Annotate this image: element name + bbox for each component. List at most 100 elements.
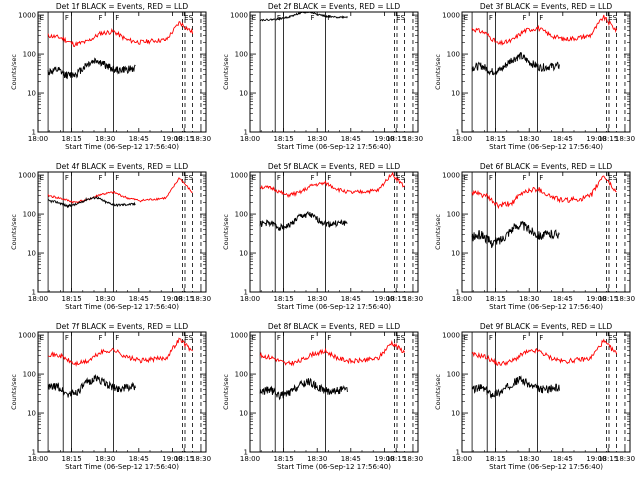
y-tick-label: 10 (451, 90, 460, 98)
y-axis-label: Counts/sec (10, 214, 18, 250)
flag-annotation: F (98, 174, 102, 182)
flag-annotation: E (464, 334, 468, 342)
y-tick-label: 100 (447, 371, 460, 379)
flag-annotation: F (489, 174, 493, 182)
series-red-lld (259, 172, 405, 199)
flag-annotation: F (489, 334, 493, 342)
x-tick-label: 18:45 (129, 455, 149, 463)
x-tick-label: 18:15 (62, 295, 82, 303)
y-axis-label: Counts/sec (434, 214, 442, 250)
x-axis-label: Start Time (06-Sep-12 17:56:40) (489, 303, 603, 311)
x-tick-label: 18:30 (403, 135, 423, 143)
y-tick-label: 100 (447, 51, 460, 59)
x-tick-label: 18:45 (553, 295, 573, 303)
flag-annotation: ES (396, 14, 405, 22)
x-tick-label: 18:45 (341, 135, 361, 143)
flag-annotation: F (65, 174, 69, 182)
y-tick-label: 10 (27, 410, 36, 418)
y-tick-label: 10 (27, 250, 36, 258)
series-black-events (260, 12, 348, 22)
flag-annotation: F (65, 334, 69, 342)
series-red-lld (471, 338, 618, 367)
series-red-lld (47, 177, 193, 204)
x-tick-label: 18:00 (452, 455, 472, 463)
flag-annotation: F (522, 334, 526, 342)
y-tick-label: 100 (235, 211, 248, 219)
x-tick-label: 18:00 (28, 135, 48, 143)
x-tick-label: 18:15 (274, 295, 294, 303)
x-axis-label: Start Time (06-Sep-12 17:56:40) (277, 143, 391, 151)
x-tick-label: 18:15 (486, 455, 506, 463)
x-tick-label: 19:00 (374, 135, 394, 143)
x-tick-label: 19:00 (162, 295, 182, 303)
x-tick-label: 18:15 (486, 295, 506, 303)
plot-frame (37, 331, 207, 453)
flag-annotation: ES (396, 334, 405, 342)
panel-title: Det 3f BLACK = Events, RED = LLD (480, 2, 613, 11)
x-tick-label: 18:30 (95, 135, 115, 143)
y-tick-label: 10 (451, 410, 460, 418)
x-tick-label: 19:00 (586, 455, 606, 463)
x-tick-label: 18:15 (386, 455, 406, 463)
y-tick-label: 1 (32, 129, 36, 137)
y-tick-label: 1 (244, 129, 248, 137)
plot-frame (249, 171, 419, 293)
x-tick-label: 18:30 (307, 455, 327, 463)
flag-annotation: F (115, 334, 119, 342)
flag-annotation: F (489, 14, 493, 22)
plot-frame (37, 171, 207, 293)
flag-annotation: F (310, 334, 314, 342)
x-tick-label: 18:15 (486, 135, 506, 143)
x-tick-label: 18:15 (62, 135, 82, 143)
panel-det-5: Det 5f BLACK = Events, RED = LLD 1 10 100 10… (222, 162, 423, 311)
series-black-events (471, 51, 560, 76)
y-tick-label: 1000 (18, 332, 36, 340)
x-axis-label: Start Time (06-Sep-12 17:56:40) (489, 143, 603, 151)
plot-frame (249, 11, 419, 133)
y-tick-label: 1 (244, 449, 248, 457)
x-tick-label: 18:30 (191, 455, 211, 463)
x-tick-label: 18:15 (598, 295, 618, 303)
y-axis-label: Counts/sec (10, 374, 18, 410)
x-tick-label: 18:00 (240, 295, 260, 303)
x-tick-label: 18:00 (240, 135, 260, 143)
x-axis-label: Start Time (06-Sep-12 17:56:40) (65, 143, 179, 151)
x-tick-label: 18:30 (95, 295, 115, 303)
y-tick-label: 10 (239, 250, 248, 258)
x-tick-label: 18:15 (62, 455, 82, 463)
y-tick-label: 10 (239, 90, 248, 98)
series-black-events (471, 220, 560, 249)
flag-annotation: F (98, 334, 102, 342)
x-tick-label: 19:00 (586, 295, 606, 303)
flag-annotation: E (40, 334, 44, 342)
x-axis-label: Start Time (06-Sep-12 17:56:40) (277, 463, 391, 471)
y-tick-label: 100 (235, 51, 248, 59)
panel-det-4: Det 4f BLACK = Events, RED = LLD 1 10 100 10… (10, 162, 211, 311)
y-axis-label: Counts/sec (222, 214, 230, 250)
x-tick-label: 18:15 (174, 295, 194, 303)
flag-annotation: ES (608, 174, 617, 182)
flag-annotation: F (310, 14, 314, 22)
flag-annotation: E (464, 174, 468, 182)
flag-annotation: E (252, 174, 256, 182)
x-tick-label: 18:15 (274, 455, 294, 463)
x-axis-label: Start Time (06-Sep-12 17:56:40) (489, 463, 603, 471)
flag-annotation: F (522, 174, 526, 182)
flag-annotation: F (115, 174, 119, 182)
x-tick-label: 18:30 (615, 455, 635, 463)
panel-det-3: Det 3f BLACK = Events, RED = LLD 1 10 100 10… (434, 2, 635, 151)
panel-title: Det 4f BLACK = Events, RED = LLD (56, 162, 189, 171)
y-tick-label: 1000 (230, 172, 248, 180)
flag-annotation: F (115, 14, 119, 22)
flag-annotation: F (522, 14, 526, 22)
series-red-lld (259, 339, 406, 367)
flag-annotation: F (98, 14, 102, 22)
flag-annotation: ES (608, 334, 617, 342)
x-axis-label: Start Time (06-Sep-12 17:56:40) (277, 303, 391, 311)
flag-annotation: F (327, 14, 331, 22)
x-tick-label: 18:30 (307, 295, 327, 303)
flag-annotation: E (252, 14, 256, 22)
x-tick-label: 18:00 (28, 295, 48, 303)
series-black-events (47, 195, 136, 209)
x-tick-label: 18:00 (452, 295, 472, 303)
